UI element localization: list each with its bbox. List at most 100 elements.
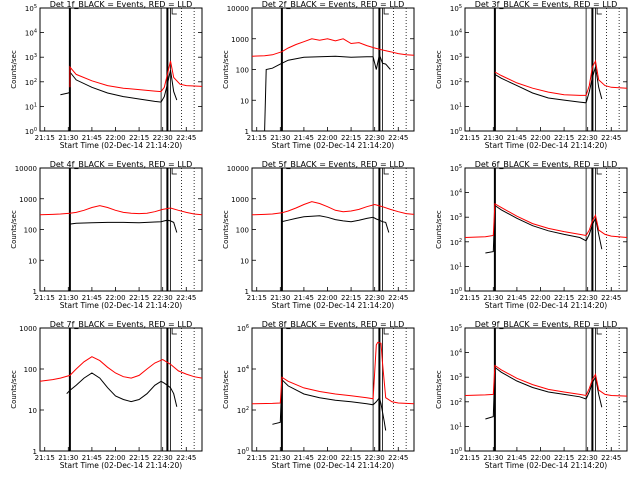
x-tick-label: 22:30: [365, 454, 385, 462]
x-tick-label: 21:15: [247, 134, 267, 142]
y-axis-label: Counts/sec: [10, 50, 18, 89]
x-tick-label: 21:45: [82, 454, 102, 462]
panel-title: Det 5f_BLACK = Events, RED = LLD: [262, 160, 405, 169]
panel-det-1: Det 1f_BLACK = Events, RED = LLD 100 101 10…: [10, 0, 203, 150]
plot-frame: [464, 167, 628, 292]
panel-det-6: Det 6f_BLACK = Events, RED = LLD 100 101 10…: [435, 160, 628, 310]
series-line-lld: [464, 364, 628, 397]
x-tick-label: 22:30: [578, 454, 598, 462]
x-tick-label: 22:45: [388, 454, 408, 462]
x-tick-label: 21:45: [507, 454, 527, 462]
y-tick-label: 1000: [19, 325, 37, 333]
x-tick-label: 21:45: [294, 294, 314, 302]
x-tick-label: 22:15: [129, 134, 149, 142]
y-tick-label: 100: [24, 227, 37, 235]
x-tick-label: 21:45: [507, 294, 527, 302]
y-tick-label: 104: [450, 189, 462, 198]
series-line-events: [261, 52, 391, 132]
x-tick-label: 21:15: [35, 134, 55, 142]
x-tick-label: 21:30: [270, 454, 290, 462]
interval-bracket: [596, 168, 602, 175]
y-axis-label: Counts/sec: [222, 370, 230, 409]
x-tick-label: 22:30: [153, 134, 173, 142]
x-tick-label: 22:45: [601, 294, 621, 302]
y-tick-label: 102: [450, 398, 462, 407]
y-tick-label: 101: [450, 422, 462, 431]
x-tick-label: 22:00: [317, 134, 337, 142]
y-tick-label: 1: [245, 288, 249, 296]
y-axis-label: Counts/sec: [435, 370, 443, 409]
x-tick-label: 22:30: [365, 134, 385, 142]
x-tick-label: 21:30: [58, 134, 78, 142]
x-tick-label: 21:45: [82, 134, 102, 142]
y-tick-label: 100: [25, 127, 37, 136]
panel-title: Det 4f_BLACK = Events, RED = LLD: [50, 160, 193, 169]
x-tick-label: 22:00: [317, 454, 337, 462]
x-tick-label: 22:45: [176, 134, 196, 142]
y-axis-label: Counts/sec: [435, 210, 443, 249]
x-tick-label: 22:30: [365, 294, 385, 302]
series-line-events: [280, 215, 390, 292]
series-line-events: [494, 66, 603, 104]
y-tick-label: 1000: [19, 196, 37, 204]
x-tick-label: 22:15: [554, 454, 574, 462]
interval-bracket: [171, 8, 177, 15]
panel-det-5: Det 5f_BLACK = Events, RED = LLD 1 10 100 10…: [222, 160, 415, 310]
x-tick-label: 22:45: [601, 454, 621, 462]
series-line-lld: [251, 201, 415, 216]
panel-title: Det 2f_BLACK = Events, RED = LLD: [262, 0, 405, 9]
x-tick-label: 22:45: [176, 454, 196, 462]
y-tick-label: 101: [25, 102, 37, 111]
y-tick-label: 10000: [15, 165, 37, 173]
x-tick-label: 22:15: [341, 134, 361, 142]
x-tick-label: 22:00: [105, 294, 125, 302]
y-tick-label: 1: [33, 288, 37, 296]
y-tick-label: 103: [450, 53, 462, 62]
y-tick-label: 1000: [231, 36, 249, 44]
series-line-events: [68, 219, 178, 292]
plot-frame: [39, 327, 203, 452]
interval-bracket: [383, 8, 389, 15]
x-tick-label: 22:30: [578, 294, 598, 302]
x-tick-label: 22:45: [388, 294, 408, 302]
x-axis-label: Start Time (02-Dec-14 21:14:20): [60, 301, 182, 310]
x-tick-label: 21:30: [58, 454, 78, 462]
x-tick-label: 21:15: [460, 294, 480, 302]
panel-det-8: Det 8f_BLACK = Events, RED = LLD 100 102 10…: [222, 320, 415, 470]
y-tick-label: 103: [25, 53, 37, 62]
x-tick-label: 22:45: [601, 134, 621, 142]
y-tick-label: 104: [237, 365, 249, 374]
y-axis-label: Counts/sec: [10, 370, 18, 409]
x-axis-label: Start Time (02-Dec-14 21:14:20): [485, 141, 607, 150]
x-tick-label: 21:15: [460, 454, 480, 462]
x-tick-label: 22:15: [129, 454, 149, 462]
interval-bracket: [596, 328, 602, 335]
y-tick-label: 105: [450, 324, 462, 333]
y-tick-label: 10: [28, 257, 37, 265]
x-tick-label: 21:30: [483, 294, 503, 302]
interval-bracket: [383, 168, 389, 175]
plot-frame: [251, 167, 415, 292]
x-tick-label: 22:00: [530, 294, 550, 302]
panel-det-9: Det 9f_BLACK = Events, RED = LLD 100 101 10…: [435, 320, 628, 470]
y-tick-label: 105: [25, 4, 37, 13]
x-tick-label: 22:00: [530, 134, 550, 142]
y-tick-label: 101: [450, 262, 462, 271]
interval-bracket: [596, 8, 602, 15]
y-tick-label: 106: [237, 324, 249, 333]
x-tick-label: 21:30: [270, 134, 290, 142]
interval-bracket: [383, 328, 389, 335]
plot-frame: [39, 7, 203, 132]
panel-det-2: Det 2f_BLACK = Events, RED = LLD 1 10 100 10…: [222, 0, 415, 150]
x-tick-label: 21:15: [247, 454, 267, 462]
x-tick-label: 21:30: [58, 294, 78, 302]
y-axis-label: Counts/sec: [222, 50, 230, 89]
x-tick-label: 21:45: [82, 294, 102, 302]
x-tick-label: 22:00: [105, 454, 125, 462]
x-tick-label: 22:15: [554, 294, 574, 302]
series-line-lld: [251, 341, 415, 405]
interval-bracket: [171, 328, 177, 335]
y-tick-label: 1000: [231, 196, 249, 204]
y-tick-label: 102: [450, 78, 462, 87]
